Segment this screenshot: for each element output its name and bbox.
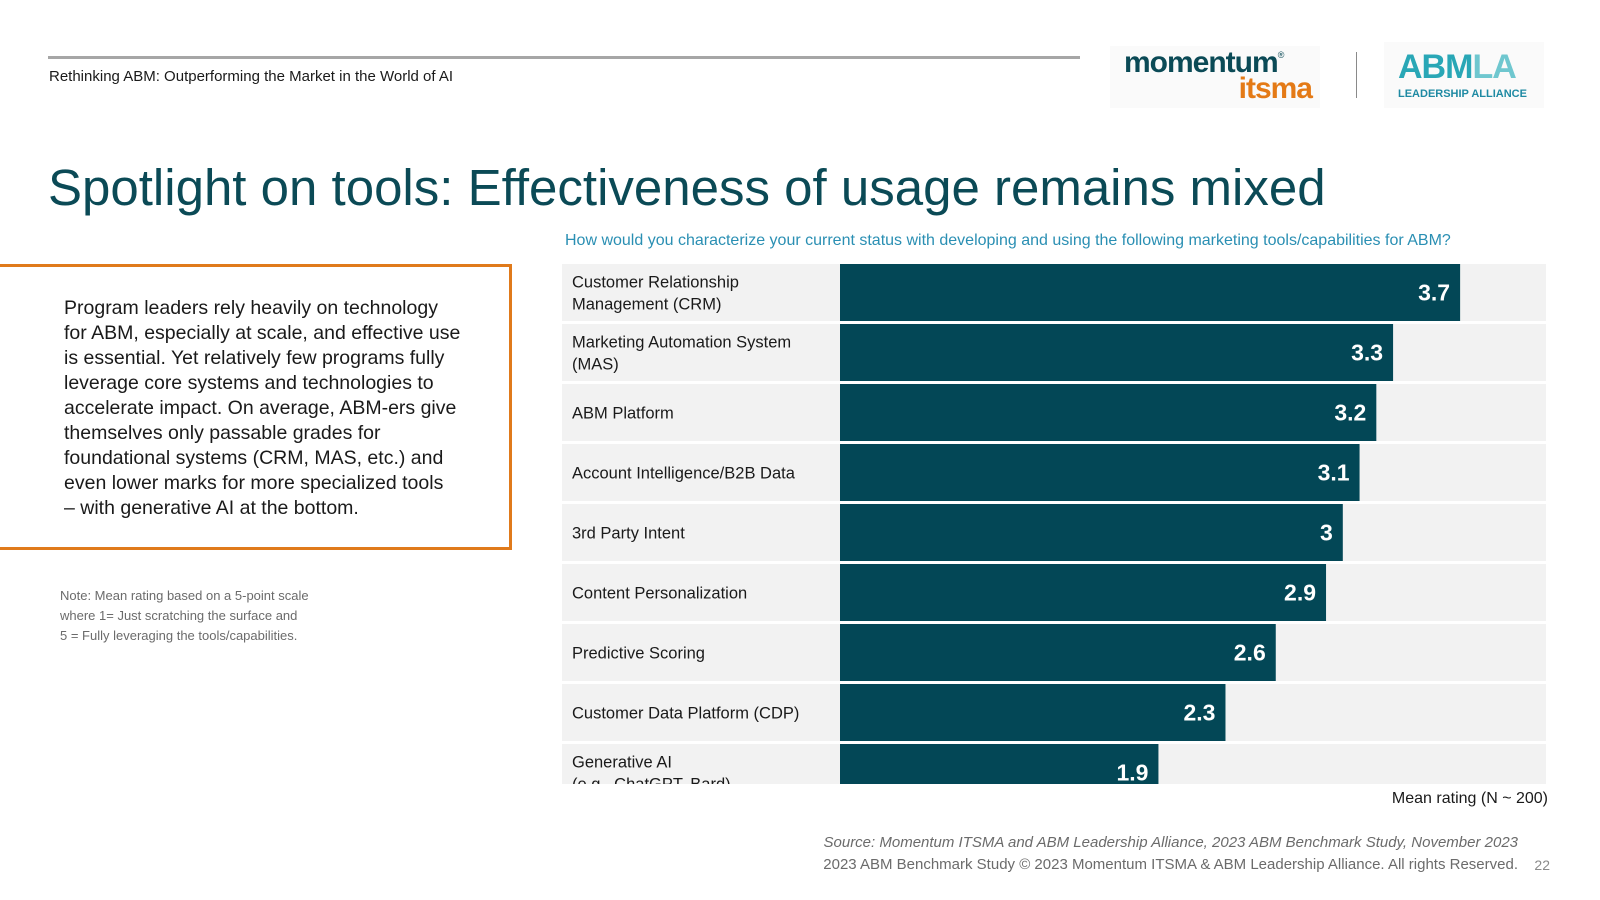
chart-row: 3rd Party Intent 3 — [562, 504, 1546, 561]
logo-la-text: LA — [1472, 48, 1516, 86]
source-note: Source: Momentum ITSMA and ABM Leadershi… — [823, 834, 1519, 851]
momentum-itsma-logo: momentum® itsma — [1110, 46, 1320, 108]
logo-itsma-text: itsma — [1238, 72, 1313, 105]
note-line: Note: Mean rating based on a 5-point sca… — [60, 588, 309, 603]
bar-value-label: 3.1 — [1318, 460, 1350, 486]
bar-value-label: 2.9 — [1284, 580, 1316, 606]
chart-row: Generative AI(e.g., ChatGPT, Bard) 1.9 — [562, 744, 1546, 784]
header-rule — [48, 56, 1080, 59]
bar — [840, 504, 1343, 561]
scale-note: Note: Mean rating based on a 5-point sca… — [60, 586, 380, 646]
category-label: ABM Platform — [572, 405, 674, 423]
callout-text: Program leaders rely heavily on technolo… — [64, 296, 484, 521]
page-number: 22 — [1534, 857, 1550, 873]
logo-abmla-tagline: LEADERSHIP ALLIANCE — [1398, 88, 1527, 100]
chart-row: Content Personalization 2.9 — [562, 564, 1546, 621]
bar-value-label: 1.9 — [1116, 760, 1148, 785]
category-label: Account Intelligence/B2B Data — [572, 465, 796, 483]
bar — [840, 384, 1377, 441]
category-label: Marketing Automation System (MAS) — [572, 334, 791, 374]
callout-line: foundational systems (CRM, MAS, etc.) an… — [64, 447, 444, 469]
note-line: where 1= Just scratching the surface and — [60, 608, 298, 623]
callout-line: is essential. Yet relatively few program… — [64, 347, 445, 369]
chart-row: Customer Relationship Management (CRM) 3.7 — [562, 264, 1546, 321]
callout-box — [0, 264, 512, 550]
logo-abm-text: ABM — [1398, 48, 1473, 86]
callout-line: Program leaders rely heavily on technolo… — [64, 297, 438, 319]
category-label: Predictive Scoring — [572, 645, 705, 663]
logo-divider — [1356, 52, 1357, 98]
callout-line: themselves only passable grades for — [64, 422, 381, 444]
bar — [840, 564, 1327, 621]
category-label: Generative AI(e.g., ChatGPT, Bard) — [572, 754, 731, 785]
callout-line: even lower marks for more specialized to… — [64, 472, 444, 494]
chart-row: Predictive Scoring 2.6 — [562, 624, 1546, 681]
chart-row: ABM Platform 3.2 — [562, 384, 1546, 441]
bar-value-label: 3 — [1320, 520, 1333, 546]
chart-row: Marketing Automation System (MAS) 3.3 — [562, 324, 1546, 381]
bar — [840, 744, 1159, 784]
abmla-logo: ABMLA LEADERSHIP ALLIANCE — [1384, 42, 1544, 108]
bar-value-label: 3.2 — [1334, 400, 1366, 426]
bar — [840, 324, 1394, 381]
bar — [840, 684, 1226, 741]
bar — [840, 624, 1276, 681]
chart-row: Account Intelligence/B2B Data 3.1 — [562, 444, 1546, 501]
category-label: Customer Data Platform (CDP) — [572, 705, 799, 723]
callout-line: – with generative AI at the bottom. — [64, 497, 359, 519]
copyright-note: 2023 ABM Benchmark Study © 2023 Momentum… — [823, 856, 1518, 873]
bar-value-label: 2.3 — [1183, 700, 1215, 726]
callout-line: accelerate impact. On average, ABM-ers g… — [64, 397, 457, 419]
page-title: Spotlight on tools: Effectiveness of usa… — [48, 159, 1326, 217]
bar-value-label: 3.3 — [1351, 340, 1383, 366]
bar — [840, 264, 1461, 321]
chart-question: How would you characterize your current … — [565, 232, 1451, 249]
deck-subtitle: Rethinking ABM: Outperforming the Market… — [49, 68, 454, 85]
callout-line: for ABM, especially at scale, and effect… — [64, 322, 461, 344]
bar-chart: Customer Relationship Management (CRM) 3.7… — [562, 264, 1546, 784]
callout-line: leverage core systems and technologies t… — [64, 372, 434, 394]
logo-registered-mark: ® — [1277, 50, 1285, 60]
chart-row: Customer Data Platform (CDP) 2.3 — [562, 684, 1546, 741]
category-label: Customer Relationship Management (CRM) — [572, 274, 739, 314]
bar-value-label: 3.7 — [1418, 280, 1450, 306]
category-label: 3rd Party Intent — [572, 525, 685, 543]
note-line: 5 = Fully leveraging the tools/capabilit… — [60, 628, 298, 643]
bar — [840, 444, 1360, 501]
category-label: Content Personalization — [572, 585, 747, 603]
bar-value-label: 2.6 — [1234, 640, 1266, 666]
logo-momentum-text: momentum — [1124, 46, 1279, 79]
x-axis-label: Mean rating (N ~ 200) — [1391, 790, 1548, 807]
